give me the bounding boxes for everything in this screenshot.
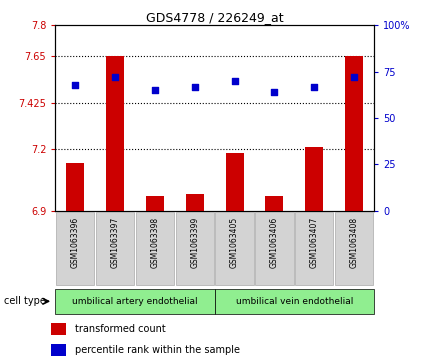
Point xyxy=(191,83,198,89)
Bar xyxy=(305,147,323,211)
Bar xyxy=(136,212,174,285)
Bar xyxy=(266,196,283,211)
Text: percentile rank within the sample: percentile rank within the sample xyxy=(75,345,240,355)
Bar xyxy=(146,196,164,211)
Bar xyxy=(106,56,124,211)
Bar xyxy=(55,289,215,314)
Bar xyxy=(51,323,66,335)
Bar xyxy=(186,194,204,211)
Bar xyxy=(176,212,214,285)
Text: GSM1063397: GSM1063397 xyxy=(110,217,119,268)
Point xyxy=(231,78,238,84)
Bar xyxy=(295,212,333,285)
Bar xyxy=(215,289,374,314)
Bar xyxy=(51,344,66,356)
Text: GSM1063398: GSM1063398 xyxy=(150,217,159,268)
Text: cell type: cell type xyxy=(4,296,46,306)
Text: GSM1063408: GSM1063408 xyxy=(350,217,359,268)
Bar xyxy=(335,212,373,285)
Point xyxy=(112,74,119,80)
Text: transformed count: transformed count xyxy=(75,323,166,334)
Point xyxy=(351,74,357,80)
Bar xyxy=(345,56,363,211)
Bar xyxy=(56,212,94,285)
Text: umbilical artery endothelial: umbilical artery endothelial xyxy=(72,297,198,306)
Text: GSM1063405: GSM1063405 xyxy=(230,217,239,268)
Point xyxy=(72,82,79,87)
Point xyxy=(311,83,317,89)
Bar xyxy=(66,163,84,211)
Title: GDS4778 / 226249_at: GDS4778 / 226249_at xyxy=(146,11,283,24)
Bar xyxy=(215,212,254,285)
Bar xyxy=(255,212,294,285)
Text: GSM1063406: GSM1063406 xyxy=(270,217,279,268)
Text: GSM1063396: GSM1063396 xyxy=(71,217,79,268)
Text: GSM1063399: GSM1063399 xyxy=(190,217,199,268)
Bar xyxy=(96,212,134,285)
Point xyxy=(151,87,158,93)
Point xyxy=(271,89,278,95)
Text: umbilical vein endothelial: umbilical vein endothelial xyxy=(235,297,353,306)
Bar xyxy=(226,153,244,211)
Text: GSM1063407: GSM1063407 xyxy=(310,217,319,268)
